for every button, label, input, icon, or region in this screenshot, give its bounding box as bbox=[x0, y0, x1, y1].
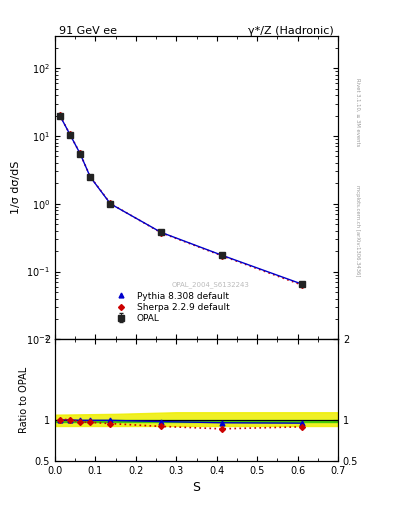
Sherpa 2.2.9 default bbox=[300, 282, 305, 288]
Pythia 8.308 default bbox=[78, 151, 83, 157]
Sherpa 2.2.9 default bbox=[78, 151, 83, 157]
Pythia 8.308 default bbox=[57, 113, 62, 119]
X-axis label: S: S bbox=[193, 481, 200, 494]
Legend: Pythia 8.308 default, Sherpa 2.2.9 default, OPAL: Pythia 8.308 default, Sherpa 2.2.9 defau… bbox=[110, 289, 232, 326]
Line: Sherpa 2.2.9 default: Sherpa 2.2.9 default bbox=[58, 113, 305, 287]
Pythia 8.308 default bbox=[219, 252, 224, 258]
Pythia 8.308 default bbox=[108, 201, 113, 207]
Text: γ*/Z (Hadronic): γ*/Z (Hadronic) bbox=[248, 26, 334, 36]
Text: 91 GeV ee: 91 GeV ee bbox=[59, 26, 117, 36]
Y-axis label: Ratio to OPAL: Ratio to OPAL bbox=[19, 367, 29, 433]
Sherpa 2.2.9 default bbox=[88, 174, 92, 180]
Text: mcplots.cern.ch [arXiv:1306.3436]: mcplots.cern.ch [arXiv:1306.3436] bbox=[355, 185, 360, 276]
Sherpa 2.2.9 default bbox=[219, 252, 224, 259]
Y-axis label: 1/σ dσ/dS: 1/σ dσ/dS bbox=[11, 161, 21, 215]
Pythia 8.308 default bbox=[68, 132, 72, 138]
Pythia 8.308 default bbox=[158, 229, 163, 236]
Text: OPAL_2004_S6132243: OPAL_2004_S6132243 bbox=[172, 282, 250, 288]
Sherpa 2.2.9 default bbox=[68, 132, 72, 138]
Pythia 8.308 default bbox=[88, 174, 92, 180]
Text: Rivet 3.1.10, ≥ 3M events: Rivet 3.1.10, ≥ 3M events bbox=[355, 78, 360, 147]
Sherpa 2.2.9 default bbox=[158, 229, 163, 236]
Pythia 8.308 default bbox=[300, 281, 305, 287]
Sherpa 2.2.9 default bbox=[108, 200, 113, 206]
Sherpa 2.2.9 default bbox=[57, 112, 62, 118]
Line: Pythia 8.308 default: Pythia 8.308 default bbox=[57, 113, 305, 287]
